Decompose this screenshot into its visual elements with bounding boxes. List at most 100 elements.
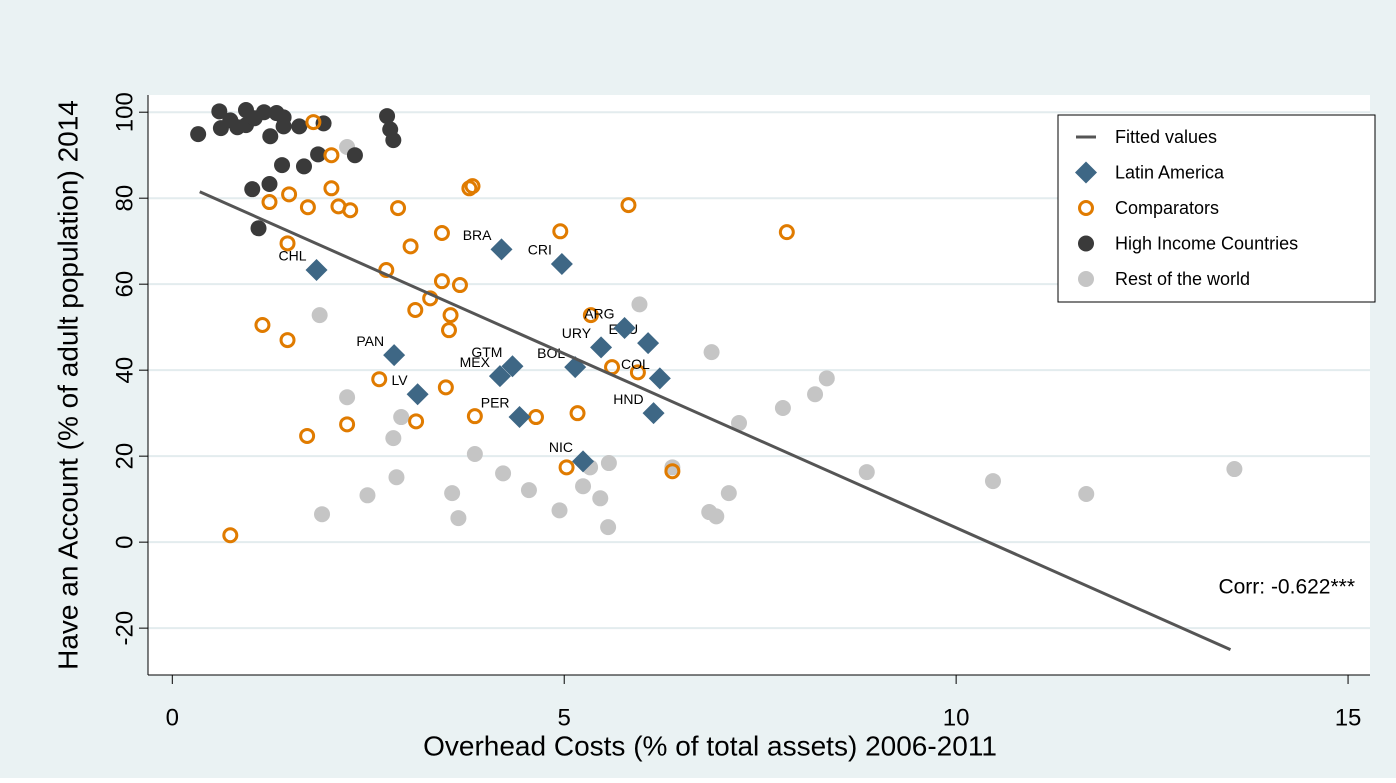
point (408, 413, 425, 430)
point (466, 408, 483, 425)
point (637, 332, 660, 355)
point (488, 365, 511, 388)
point (631, 296, 648, 313)
point (569, 405, 586, 422)
point (346, 147, 363, 164)
point (261, 175, 278, 192)
point (558, 459, 575, 476)
point (211, 103, 228, 120)
point (256, 104, 273, 121)
point (551, 502, 568, 519)
y-tick-label: 60 (111, 271, 138, 298)
point (390, 200, 407, 217)
point (254, 317, 271, 334)
y-tick-label: 80 (111, 185, 138, 212)
point (664, 463, 681, 480)
point (323, 180, 340, 197)
point (590, 336, 613, 359)
point (600, 455, 617, 472)
point (250, 220, 267, 237)
point-label: PER (481, 395, 510, 411)
legend-box (1057, 114, 1376, 303)
point (261, 194, 278, 211)
point (299, 427, 316, 444)
point (310, 146, 327, 163)
point-label: URY (562, 325, 592, 341)
legend-label: Comparators (1115, 198, 1219, 218)
point (582, 307, 599, 324)
point (613, 317, 636, 340)
point (433, 273, 450, 290)
point-label: PAN (356, 333, 384, 349)
point (378, 261, 395, 278)
x-tick-label: 10 (943, 704, 970, 731)
point (388, 469, 405, 486)
point (379, 108, 396, 125)
point (305, 258, 328, 281)
point (552, 223, 569, 240)
x-axis-title: Overhead Costs (% of total assets) 2006-… (423, 730, 997, 761)
x-tick-label: 15 (1335, 704, 1362, 731)
point-label: NIC (549, 439, 573, 455)
point (778, 224, 795, 241)
legend-marker (1075, 161, 1097, 184)
point-label: CRI (528, 242, 552, 258)
legend-label: Latin America (1115, 162, 1225, 182)
y-axis-title: Have an Account (% of adult population) … (52, 100, 83, 670)
point (339, 416, 356, 433)
point (275, 118, 292, 135)
point (433, 225, 450, 242)
point (501, 355, 524, 378)
point (629, 364, 646, 381)
point (774, 400, 791, 417)
point (339, 389, 356, 406)
fitted-line (199, 190, 1232, 652)
point (281, 186, 298, 203)
point (451, 277, 468, 294)
point (648, 367, 671, 390)
point (291, 118, 308, 135)
x-tick-label: 0 (166, 704, 179, 731)
point (575, 478, 592, 495)
point (274, 157, 291, 174)
point (279, 332, 296, 349)
point (720, 485, 737, 502)
y-tick-label: -20 (111, 611, 138, 646)
point (495, 465, 512, 482)
point (550, 252, 573, 275)
point (490, 238, 513, 261)
point (520, 482, 537, 499)
point (385, 430, 402, 447)
point (731, 415, 748, 432)
point (371, 371, 388, 388)
point-label: BRA (463, 227, 492, 243)
point (323, 147, 340, 164)
point-label: LV (392, 372, 409, 388)
point-label: GTM (471, 344, 502, 360)
point (407, 301, 424, 318)
point (393, 409, 410, 426)
point-label: MEX (460, 354, 491, 370)
point (262, 128, 279, 145)
point (464, 178, 481, 195)
point (402, 238, 419, 255)
point (279, 235, 296, 252)
y-tick-label: 40 (111, 357, 138, 384)
point (858, 464, 875, 481)
point-label: HND (613, 391, 643, 407)
point (708, 508, 725, 525)
y-tick-label: 0 (111, 535, 138, 548)
point-label: COL (621, 356, 650, 372)
point (406, 383, 429, 406)
point (359, 487, 376, 504)
point (222, 527, 239, 544)
point (572, 450, 595, 473)
point (600, 519, 617, 536)
legend-label: High Income Countries (1115, 233, 1298, 253)
point-label: CHL (279, 248, 307, 264)
point (703, 344, 720, 361)
point (592, 490, 609, 507)
point (1226, 461, 1243, 478)
point-label: ARG (584, 306, 614, 322)
